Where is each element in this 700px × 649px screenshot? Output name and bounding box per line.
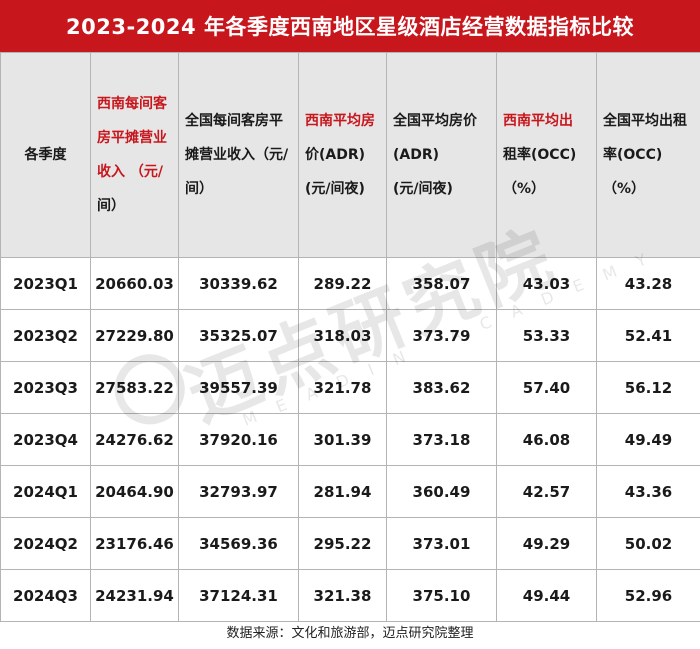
table-row: 2024Q2 23176.46 34569.36 295.22 373.01 49.29 5… [0,517,700,570]
value-cell: 23176.46 [90,517,179,570]
data-table: 各季度 西南每间客 房平摊营业 收入 （元/间） 全国每间客房平 摊营业收入（元/间） 西南… [0,52,700,622]
value-cell: 37920.16 [178,413,299,466]
column-header-line: 率(OCC)（%） [603,147,663,197]
value-cell: 318.03 [298,309,387,362]
quarter-cell: 2023Q1 [0,257,91,310]
column-header-line: 全国平均房价 [393,113,477,129]
value-cell: 281.94 [298,465,387,518]
value-cell: 373.79 [386,309,497,362]
value-cell: 39557.39 [178,361,299,414]
column-header-line: 各季度 [24,147,67,163]
column-header-0: 各季度 [0,52,91,258]
column-header-1: 西南每间客房平摊营业收入 （元/间） [90,52,179,258]
column-header-6: 全国平均出租率(OCC)（%） [596,52,700,258]
column-header-line: 全国每间客房平 [185,113,283,129]
column-header-line: 价(ADR) [305,147,366,163]
quarter-cell: 2023Q2 [0,309,91,362]
quarter-cell: 2024Q1 [0,465,91,518]
column-header-3: 西南平均房价(ADR) (元/间夜) [298,52,387,258]
table-body: 2023Q1 20660.03 30339.62 289.22 358.07 43.03 4… [0,257,700,622]
value-cell: 37124.31 [178,569,299,622]
value-cell: 43.36 [596,465,700,518]
value-cell: 383.62 [386,361,497,414]
value-cell: 295.22 [298,517,387,570]
value-cell: 30339.62 [178,257,299,310]
value-cell: 49.49 [596,413,700,466]
value-cell: 24231.94 [90,569,179,622]
column-header-line: 租率(OCC) [503,147,577,163]
column-header-line: 间） [97,198,125,214]
table-row: 2023Q3 27583.22 39557.39 321.78 383.62 57.40 5… [0,361,700,414]
value-cell: 20660.03 [90,257,179,310]
value-cell: 34569.36 [178,517,299,570]
value-cell: 43.28 [596,257,700,310]
table-row: 2023Q4 24276.62 37920.16 301.39 373.18 46.08 4… [0,413,700,466]
value-cell: 46.08 [496,413,597,466]
column-header-line: (元/间夜) [305,181,365,197]
value-cell: 24276.62 [90,413,179,466]
column-header-line: （%） [503,181,546,197]
column-header-4: 全国平均房价 (ADR) (元/间夜) [386,52,497,258]
header-row: 各季度 西南每间客 房平摊营业 收入 （元/间） 全国每间客房平 摊营业收入（元/间） 西南… [0,52,700,258]
value-cell: 321.78 [298,361,387,414]
quarter-cell: 2023Q4 [0,413,91,466]
quarter-cell: 2023Q3 [0,361,91,414]
column-header-line: 间） [185,181,213,197]
value-cell: 360.49 [386,465,497,518]
quarter-cell: 2024Q3 [0,569,91,622]
value-cell: 289.22 [298,257,387,310]
column-header-line: 西南每间客 [97,96,167,112]
column-header-line: 西南平均房 [305,113,375,129]
value-cell: 375.10 [386,569,497,622]
value-cell: 321.38 [298,569,387,622]
value-cell: 27583.22 [90,361,179,414]
column-header-line: 房平摊营业 [97,130,167,146]
source-note: 数据来源：文化和旅游部，迈点研究院整理 [226,626,474,641]
value-cell: 49.44 [496,569,597,622]
page-title: 2023-2024 年各季度西南地区星级酒店经营数据指标比较 [0,0,700,52]
value-cell: 373.01 [386,517,497,570]
table-row: 2023Q2 27229.80 35325.07 318.03 373.79 53.33 5… [0,309,700,362]
table-row: 2024Q3 24231.94 37124.31 321.38 375.10 49.44 5… [0,569,700,622]
value-cell: 20464.90 [90,465,179,518]
column-header-line: (ADR) [393,147,440,163]
value-cell: 49.29 [496,517,597,570]
value-cell: 52.41 [596,309,700,362]
column-header-line: 摊营业收入（元/ [185,147,289,163]
value-cell: 358.07 [386,257,497,310]
table-row: 2024Q1 20464.90 32793.97 281.94 360.49 42.57 4… [0,465,700,518]
value-cell: 43.03 [496,257,597,310]
value-cell: 42.57 [496,465,597,518]
value-cell: 27229.80 [90,309,179,362]
column-header-5: 西南平均出租率(OCC) （%） [496,52,597,258]
column-header-line: 收入 （元/ [97,164,163,180]
value-cell: 35325.07 [178,309,299,362]
quarter-cell: 2024Q2 [0,517,91,570]
table-row: 2023Q1 20660.03 30339.62 289.22 358.07 43.03 4… [0,257,700,310]
value-cell: 56.12 [596,361,700,414]
column-header-line: (元/间夜) [393,181,453,197]
column-header-line: 全国平均出租 [603,113,687,129]
value-cell: 50.02 [596,517,700,570]
value-cell: 53.33 [496,309,597,362]
value-cell: 373.18 [386,413,497,466]
column-header-2: 全国每间客房平 摊营业收入（元/间） [178,52,299,258]
value-cell: 301.39 [298,413,387,466]
value-cell: 52.96 [596,569,700,622]
column-header-line: 西南平均出 [503,113,573,129]
value-cell: 57.40 [496,361,597,414]
value-cell: 32793.97 [178,465,299,518]
